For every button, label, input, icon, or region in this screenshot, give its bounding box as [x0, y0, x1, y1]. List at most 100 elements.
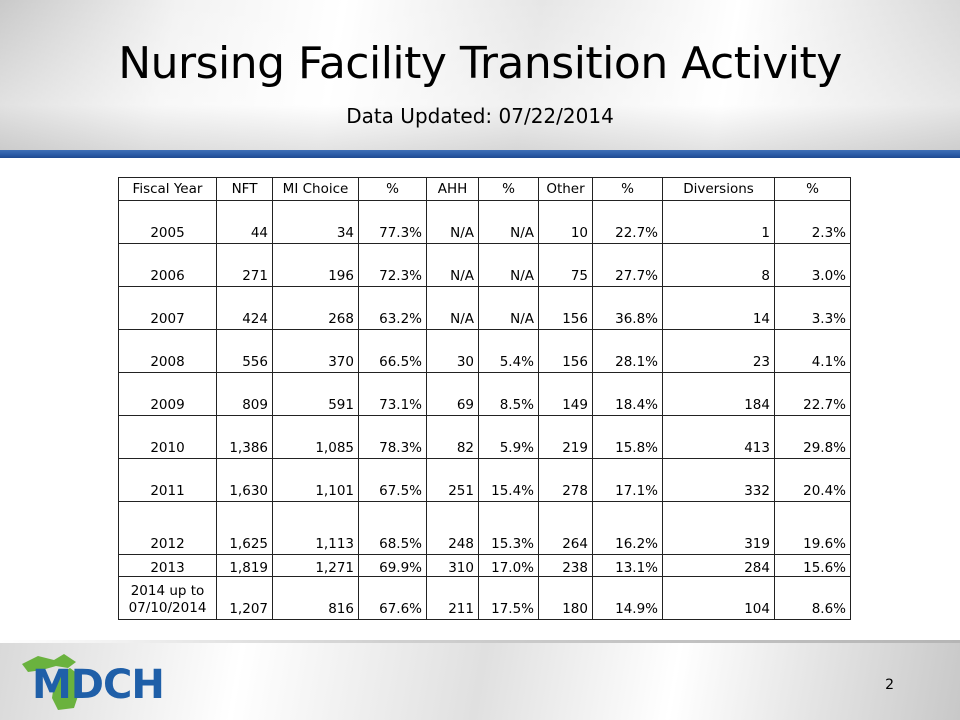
cell-ahh-pct: 17.5%	[478, 576, 539, 620]
cell-diversions: 23	[662, 329, 775, 373]
cell-fiscal-year: 2012	[118, 501, 217, 555]
cell-other: 180	[538, 576, 593, 620]
cell-ahh: N/A	[426, 200, 479, 244]
cell-diversions-pct: 19.6%	[774, 501, 851, 555]
cell-other-pct: 17.1%	[592, 458, 663, 502]
cell-other: 278	[538, 458, 593, 502]
header-mi-choice-pct: %	[358, 177, 427, 201]
cell-fiscal-year: 2007	[118, 286, 217, 330]
data-table-container: Fiscal Year NFT MI Choice % AHH % Other …	[118, 177, 851, 620]
cell-diversions: 284	[662, 554, 775, 577]
table-header-row: Fiscal Year NFT MI Choice % AHH % Other …	[118, 177, 851, 201]
cell-diversions: 413	[662, 415, 775, 459]
cell-diversions-pct: 20.4%	[774, 458, 851, 502]
cell-nft: 424	[216, 286, 273, 330]
cell-ahh: 69	[426, 372, 479, 416]
footer-rule	[0, 640, 960, 645]
cell-other-pct: 15.8%	[592, 415, 663, 459]
footer-background	[0, 643, 960, 720]
cell-diversions: 14	[662, 286, 775, 330]
cell-mi-choice-pct: 69.9%	[358, 554, 427, 577]
cell-diversions-pct: 8.6%	[774, 576, 851, 620]
michigan-map-icon	[22, 654, 80, 710]
cell-other-pct: 13.1%	[592, 554, 663, 577]
cell-ahh-pct: 15.4%	[478, 458, 539, 502]
cell-fiscal-year: 2006	[118, 243, 217, 287]
cell-other: 156	[538, 286, 593, 330]
table-row: 2006 271 196 72.3% N/A N/A 75 27.7% 8 3.0%	[118, 243, 851, 287]
cell-other-pct: 28.1%	[592, 329, 663, 373]
cell-other: 264	[538, 501, 593, 555]
mdch-logo: MDCH	[32, 662, 165, 708]
header-nft: NFT	[216, 177, 273, 201]
slide-title: Nursing Facility Transition Activity	[118, 38, 842, 89]
cell-ahh: N/A	[426, 243, 479, 287]
cell-mi-choice-pct: 68.5%	[358, 501, 427, 555]
cell-nft: 44	[216, 200, 273, 244]
cell-mi-choice-pct: 77.3%	[358, 200, 427, 244]
cell-diversions: 1	[662, 200, 775, 244]
cell-diversions-pct: 29.8%	[774, 415, 851, 459]
cell-mi-choice: 1,101	[272, 458, 359, 502]
header-background	[0, 0, 960, 150]
header-ahh-pct: %	[478, 177, 539, 201]
cell-mi-choice: 268	[272, 286, 359, 330]
cell-nft: 271	[216, 243, 273, 287]
cell-diversions: 184	[662, 372, 775, 416]
header-ahh: AHH	[426, 177, 479, 201]
cell-fiscal-year: 2005	[118, 200, 217, 244]
cell-fiscal-year: 2010	[118, 415, 217, 459]
cell-fiscal-year: 2008	[118, 329, 217, 373]
cell-mi-choice-pct: 72.3%	[358, 243, 427, 287]
cell-other: 156	[538, 329, 593, 373]
cell-fiscal-year: 2013	[118, 554, 217, 577]
table-row: 2013 1,819 1,271 69.9% 310 17.0% 238 13.1% 284 15…	[118, 554, 851, 577]
cell-ahh-pct: N/A	[478, 243, 539, 287]
table-row: 2009 809 591 73.1% 69 8.5% 149 18.4% 184 22.7%	[118, 372, 851, 416]
cell-nft: 1,625	[216, 501, 273, 555]
table-row: 2010 1,386 1,085 78.3% 82 5.9% 219 15.8% 413 29.8…	[118, 415, 851, 459]
header-diversions-pct: %	[774, 177, 851, 201]
cell-nft: 1,630	[216, 458, 273, 502]
cell-other-pct: 22.7%	[592, 200, 663, 244]
transition-activity-table: Fiscal Year NFT MI Choice % AHH % Other …	[118, 177, 851, 620]
slide-subtitle: Data Updated: 07/22/2014	[346, 104, 614, 128]
cell-ahh-pct: 5.9%	[478, 415, 539, 459]
table-row: 2011 1,630 1,101 67.5% 251 15.4% 278 17.1% 332 20…	[118, 458, 851, 502]
cell-other-pct: 27.7%	[592, 243, 663, 287]
cell-mi-choice: 196	[272, 243, 359, 287]
cell-other-pct: 36.8%	[592, 286, 663, 330]
cell-ahh-pct: 5.4%	[478, 329, 539, 373]
cell-diversions-pct: 22.7%	[774, 372, 851, 416]
cell-diversions-pct: 3.0%	[774, 243, 851, 287]
cell-other: 219	[538, 415, 593, 459]
cell-other-pct: 14.9%	[592, 576, 663, 620]
cell-mi-choice-pct: 67.6%	[358, 576, 427, 620]
cell-diversions: 319	[662, 501, 775, 555]
cell-ahh-pct: N/A	[478, 200, 539, 244]
cell-ahh: 248	[426, 501, 479, 555]
cell-ahh-pct: 15.3%	[478, 501, 539, 555]
table-row: 2005 44 34 77.3% N/A N/A 10 22.7% 1 2.3%	[118, 200, 851, 244]
header-mi-choice: MI Choice	[272, 177, 359, 201]
cell-diversions-pct: 4.1%	[774, 329, 851, 373]
table-row: 2012 1,625 1,113 68.5% 248 15.3% 264 16.2% 319 19…	[118, 501, 851, 555]
cell-ahh: 211	[426, 576, 479, 620]
cell-mi-choice: 591	[272, 372, 359, 416]
cell-nft: 556	[216, 329, 273, 373]
cell-ahh-pct: 17.0%	[478, 554, 539, 577]
cell-mi-choice-pct: 67.5%	[358, 458, 427, 502]
cell-mi-choice: 34	[272, 200, 359, 244]
cell-mi-choice-pct: 78.3%	[358, 415, 427, 459]
cell-nft: 809	[216, 372, 273, 416]
cell-ahh-pct: N/A	[478, 286, 539, 330]
cell-mi-choice: 1,085	[272, 415, 359, 459]
cell-ahh: 310	[426, 554, 479, 577]
cell-mi-choice-pct: 66.5%	[358, 329, 427, 373]
cell-diversions: 332	[662, 458, 775, 502]
table-row: 2008 556 370 66.5% 30 5.4% 156 28.1% 23 4.1%	[118, 329, 851, 373]
cell-nft: 1,386	[216, 415, 273, 459]
header-fiscal-year: Fiscal Year	[118, 177, 217, 201]
header-other: Other	[538, 177, 593, 201]
page-number: 2	[885, 677, 894, 693]
